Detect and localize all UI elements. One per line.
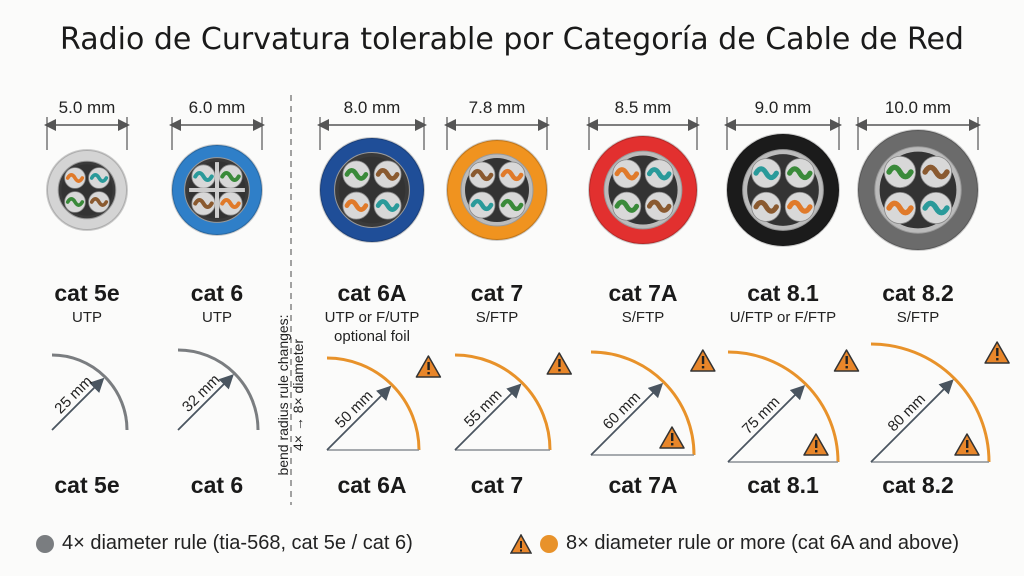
legend-4x: 4× diameter rule (tia-568, cat 5e / cat … <box>36 532 413 555</box>
cable-type: optional foil <box>334 328 410 345</box>
diameter-label: 9.0 mm <box>755 98 812 117</box>
radius-arrow <box>51 377 105 431</box>
divider-note: bend radius rule changes: <box>275 314 291 475</box>
cable-name-bottom: cat 7 <box>471 472 523 498</box>
cable-type: S/FTP <box>476 309 519 326</box>
cable-name-bottom: cat 5e <box>54 472 119 498</box>
bend-radius-arc <box>326 356 421 451</box>
gray-dot-icon <box>36 534 54 553</box>
bend-radius-arc <box>870 342 991 463</box>
radius-label: 75 mm <box>739 393 783 437</box>
cable-name: cat 6A <box>337 280 406 306</box>
cable-cross-section-icon <box>319 137 425 243</box>
cable-name: cat 5e <box>54 280 119 306</box>
radius-label: 55 mm <box>461 386 505 430</box>
bend-radius-arc <box>177 348 260 431</box>
diameter-label: 8.0 mm <box>344 98 401 117</box>
cable-cross-section-icon <box>46 149 128 231</box>
cable-type: UTP <box>72 309 102 326</box>
radius-arrow <box>177 374 234 431</box>
warning-icon <box>415 355 442 378</box>
bend-radius-arc <box>727 350 840 463</box>
cable-name-bottom: cat 6A <box>337 472 406 498</box>
warning-icon <box>984 341 1010 364</box>
radius-label: 50 mm <box>332 387 376 431</box>
cable-cross-section-icon <box>171 144 263 236</box>
cable-column: 6.0 mm cat 6 UTP 32 mm cat 6 <box>169 98 265 498</box>
cable-type: S/FTP <box>897 309 940 326</box>
warning-icon <box>690 349 716 372</box>
cable-name-bottom: cat 8.2 <box>882 472 954 498</box>
cable-column: 5.0 mm cat 5e UTP 25 mm cat 5e <box>44 98 130 498</box>
radius-label: 25 mm <box>51 373 95 417</box>
radius-arrow <box>870 379 954 463</box>
radius-arrow <box>590 382 664 456</box>
warning-icon <box>659 426 685 449</box>
cable-column: 8.5 mm cat 7A S/FTP 60 mm cat 7A <box>586 98 716 498</box>
radius-arrow <box>326 385 392 451</box>
page-title: Radio de Curvatura tolerable por Categor… <box>60 22 964 57</box>
cable-column: 8.0 mm cat 6A UTP or F/UTP optional foil 50 … <box>317 98 442 498</box>
cable-cross-section-icon <box>726 133 840 247</box>
radius-arrow <box>454 383 522 451</box>
cable-name: cat 8.1 <box>747 280 819 306</box>
legend-4x-label: 4× diameter rule (tia-568, cat 5e / cat … <box>62 532 413 554</box>
cable-column: 9.0 mm cat 8.1 U/FTP or F/FTP 75 mm cat 8.1 <box>724 98 860 498</box>
cable-name-bottom: cat 8.1 <box>747 472 819 498</box>
divider-note: 4× → 8× diameter <box>290 339 306 451</box>
radius-arrow <box>727 384 806 463</box>
cable-column: 10.0 mm cat 8.2 S/FTP 80 mm cat 8.2 <box>855 98 1010 498</box>
bend-radius-arc <box>454 353 552 451</box>
cable-name: cat 8.2 <box>882 280 954 306</box>
warning-icon <box>833 349 860 372</box>
warning-icon <box>546 352 572 375</box>
orange-dot-icon <box>540 534 558 553</box>
radius-label: 32 mm <box>179 371 223 415</box>
cable-cross-section-icon <box>446 139 548 241</box>
cable-name-bottom: cat 7A <box>608 472 677 498</box>
cable-type: UTP <box>202 309 232 326</box>
cable-column: 7.8 mm cat 7 S/FTP 55 mm cat 7 <box>444 98 572 498</box>
bend-radius-arc <box>51 353 129 431</box>
warning-icon <box>510 533 532 554</box>
cable-type: U/FTP or F/FTP <box>730 309 836 326</box>
diameter-label: 8.5 mm <box>615 98 672 117</box>
diameter-label: 10.0 mm <box>885 98 951 117</box>
cable-name: cat 6 <box>191 280 243 306</box>
diameter-label: 6.0 mm <box>189 98 246 117</box>
cable-name-bottom: cat 6 <box>191 472 243 498</box>
cable-type: UTP or F/UTP <box>325 309 420 326</box>
bend-radius-arc <box>590 350 696 456</box>
warning-icon <box>803 433 829 456</box>
cable-name: cat 7 <box>471 280 523 306</box>
cable-name: cat 7A <box>608 280 677 306</box>
legend-8x-label: 8× diameter rule or more (cat 6A and abo… <box>566 532 959 554</box>
radius-label: 80 mm <box>885 391 929 435</box>
legend-8x: 8× diameter rule or more (cat 6A and abo… <box>510 532 959 555</box>
cable-cross-section-icon <box>588 135 698 245</box>
diameter-label: 7.8 mm <box>469 98 526 117</box>
radius-label: 60 mm <box>600 389 644 433</box>
diameter-label: 5.0 mm <box>59 98 116 117</box>
cable-cross-section-icon <box>857 129 979 251</box>
warning-icon <box>954 433 980 456</box>
cable-type: S/FTP <box>622 309 665 326</box>
